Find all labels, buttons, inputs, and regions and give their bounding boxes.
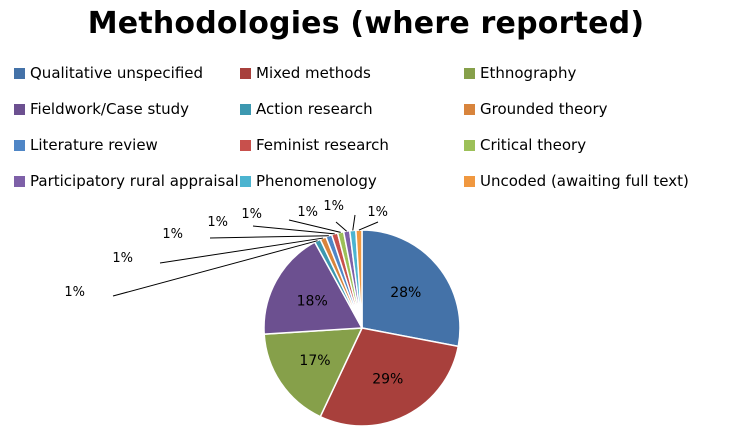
pie-slice-fieldwork-case-study [263, 241, 364, 335]
leader-line [288, 219, 341, 233]
legend-swatch [464, 139, 475, 151]
legend-swatch [14, 67, 25, 79]
legend-label: Uncoded (awaiting full text) [480, 172, 689, 190]
legend-item-feminist-research: Feminist research [240, 136, 389, 154]
legend-label: Mixed methods [256, 64, 371, 82]
leader-line [335, 221, 347, 232]
legend-swatch [14, 139, 25, 151]
legend-label: Grounded theory [480, 100, 608, 118]
legend-swatch [14, 103, 25, 115]
legend-item-grounded-theory: Grounded theory [464, 100, 608, 118]
legend-label: Action research [256, 100, 373, 118]
data-label: 1% [162, 227, 183, 242]
legend-item-phenomenology: Phenomenology [240, 172, 377, 190]
leader-line [352, 214, 356, 231]
data-label: 1% [64, 285, 85, 300]
legend-label: Qualitative unspecified [30, 64, 204, 82]
legend-item-fieldwork-case-study: Fieldwork/Case study [14, 100, 189, 118]
data-label: 1% [112, 251, 133, 266]
legend-swatch [240, 175, 251, 187]
legend-label: Fieldwork/Case study [30, 100, 190, 118]
legend-label: Critical theory [480, 136, 587, 154]
legend-item-action-research: Action research [240, 100, 373, 118]
data-label: 29% [372, 372, 403, 388]
legend-swatch [240, 103, 251, 115]
pie-slice-mixed-methods [319, 327, 460, 427]
legend-swatch [240, 139, 251, 151]
legend-item-uncoded: Uncoded (awaiting full text) [464, 172, 689, 190]
data-label: 1% [323, 199, 344, 214]
legend-label: Participatory rural appraisal [30, 172, 239, 190]
pie-slice-ethnography [263, 327, 364, 418]
legend-label: Feminist research [256, 136, 389, 154]
legend-swatch [464, 175, 475, 187]
data-label: 1% [207, 215, 228, 230]
legend-label: Ethnography [480, 64, 577, 82]
data-label: 1% [241, 207, 262, 222]
legend-swatch [464, 103, 475, 115]
leader-line [159, 237, 324, 264]
legend-label: Phenomenology [256, 172, 377, 190]
data-label: 18% [297, 294, 328, 310]
legend-item-critical-theory: Critical theory [464, 136, 586, 154]
data-label: 1% [297, 205, 318, 220]
legend-item-literature-review: Literature review [14, 136, 158, 154]
pie-slice-qualitative-unspecified [361, 229, 461, 348]
legend-swatch [240, 67, 251, 79]
data-label: 17% [299, 353, 330, 369]
leader-line [112, 240, 318, 297]
legend-swatch [14, 175, 25, 187]
data-label: 1% [367, 205, 388, 220]
legend-item-qualitative-unspecified: Qualitative unspecified [14, 64, 203, 82]
legend-item-ethnography: Ethnography [464, 64, 576, 82]
chart-title: Methodologies (where reported) [87, 6, 645, 41]
legend-item-participatory-rural-appraisal: Participatory rural appraisal [14, 172, 239, 190]
legend-label: Literature review [30, 136, 158, 154]
leader-line [209, 235, 329, 239]
leader-line [358, 221, 379, 231]
legend-swatch [464, 67, 475, 79]
leader-line [252, 225, 335, 235]
legend-item-mixed-methods: Mixed methods [240, 64, 371, 82]
data-label: 28% [390, 285, 421, 301]
